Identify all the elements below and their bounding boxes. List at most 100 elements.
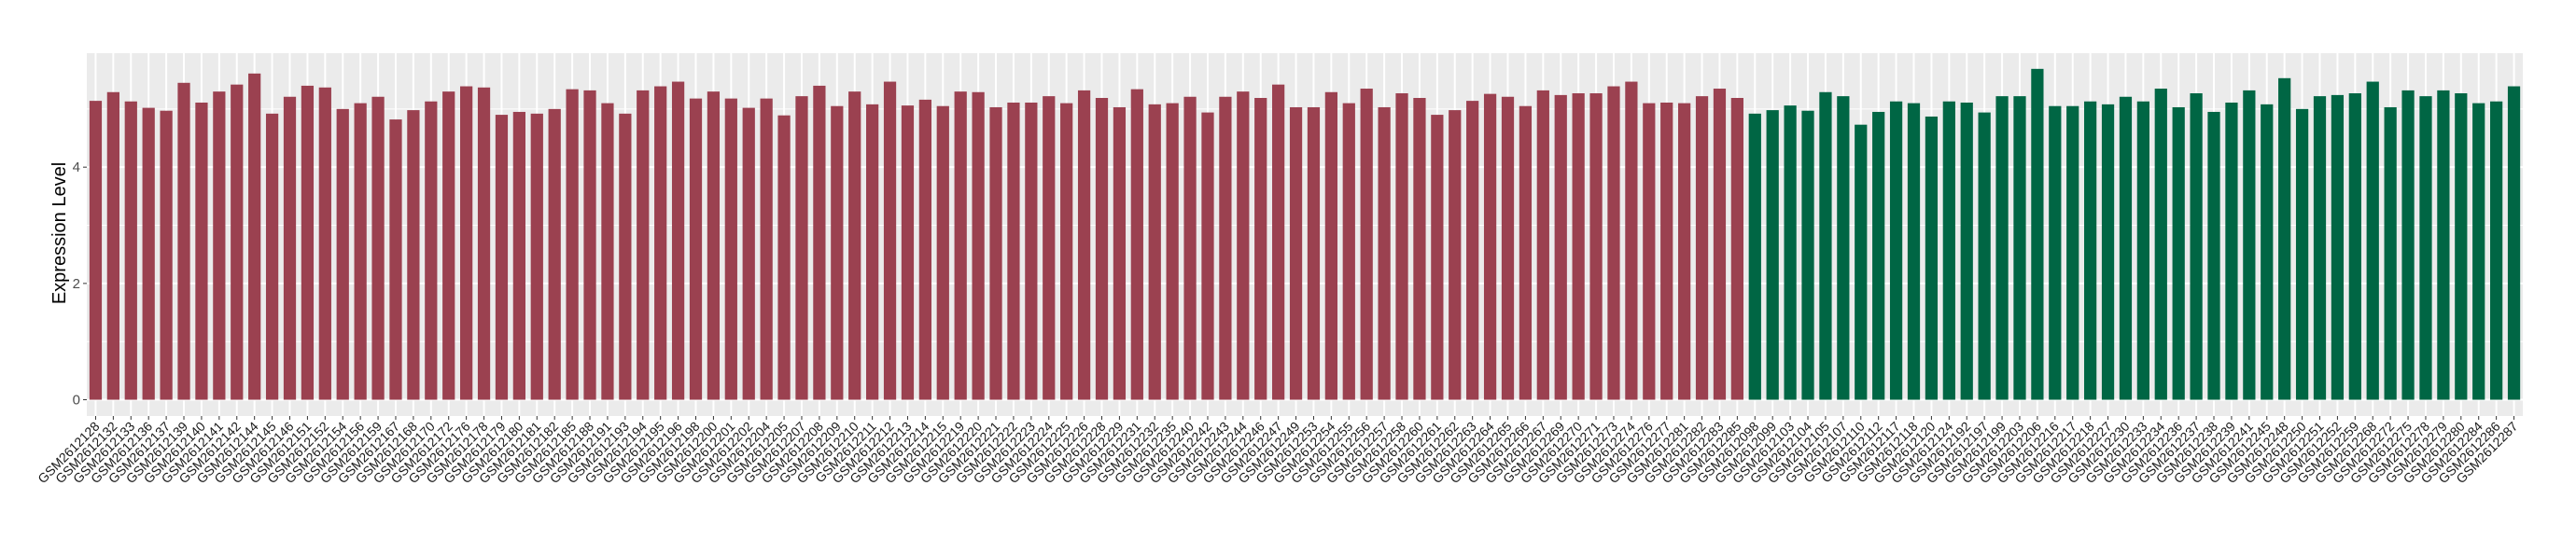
plot-panel [87, 53, 2523, 416]
bar [2172, 106, 2185, 400]
bar [2437, 90, 2450, 400]
bar [354, 103, 367, 400]
bar [1113, 106, 1127, 400]
bar [1342, 103, 1355, 400]
bar [1148, 104, 1161, 400]
bar [1183, 96, 1197, 400]
bar [2049, 105, 2062, 400]
bar [2207, 111, 2220, 400]
bar [442, 91, 455, 400]
bar [1995, 96, 2009, 400]
bar [1978, 112, 1991, 400]
bar [318, 87, 331, 400]
bar [619, 113, 632, 400]
bar [848, 91, 861, 400]
bar [1660, 102, 1673, 400]
bar [671, 81, 685, 400]
bar [477, 87, 491, 400]
bar [2119, 96, 2133, 400]
bar [583, 90, 596, 400]
bar [1942, 101, 1955, 400]
bar [1678, 103, 1691, 400]
bar [795, 96, 808, 400]
bar [265, 113, 279, 400]
bar [1130, 89, 1143, 400]
bar [1925, 116, 1939, 400]
bar [2013, 96, 2026, 400]
bar [1378, 106, 1391, 400]
bar [2490, 101, 2503, 400]
bar [336, 108, 349, 400]
bar [124, 101, 137, 400]
bar [1643, 103, 1656, 400]
bar [2401, 90, 2415, 400]
bar [989, 106, 1002, 400]
bar [1060, 103, 1073, 400]
bar [1025, 102, 1038, 400]
bar [89, 101, 103, 400]
bar [1748, 113, 1761, 400]
bar [1589, 93, 1603, 400]
bar [1872, 111, 1885, 400]
bar [1095, 98, 1109, 400]
bar [1889, 101, 1903, 400]
x-axis: GSM2612128GSM2612132GSM2612133GSM2612136… [35, 416, 2521, 486]
bar [2331, 94, 2345, 400]
y-axis-title: Expression Level [49, 162, 70, 304]
bar [2419, 96, 2432, 400]
bar [1519, 105, 1533, 400]
bar [1730, 98, 1743, 400]
bar [177, 82, 190, 400]
bar [1501, 96, 1515, 400]
bar [495, 115, 509, 400]
bar [1043, 96, 1056, 400]
bar [2066, 105, 2079, 400]
bar [283, 96, 297, 400]
bar [689, 98, 703, 400]
bar [2190, 93, 2203, 400]
bar [1855, 124, 1868, 400]
bar [1466, 101, 1479, 400]
bar [1907, 103, 1921, 400]
bar [195, 102, 208, 400]
bar [2101, 104, 2115, 400]
bar [1272, 84, 1285, 400]
bar [777, 115, 791, 400]
y-axis: 0 2 4 [73, 160, 87, 409]
bar [1413, 98, 1426, 400]
bar [1607, 86, 1620, 400]
bar [1784, 105, 1797, 400]
bar [2366, 81, 2379, 400]
bar [1554, 94, 1567, 400]
bar [566, 89, 579, 400]
bar [2136, 101, 2149, 400]
bar [106, 91, 119, 400]
bar [1201, 112, 1214, 400]
bar [1219, 96, 1232, 400]
bar [548, 108, 561, 400]
bar [1254, 98, 1267, 400]
bar [1572, 93, 1585, 400]
bar [637, 90, 650, 400]
bar [460, 86, 473, 400]
bar [918, 99, 931, 400]
bar [2348, 93, 2361, 400]
bar [1483, 93, 1497, 400]
bar [654, 86, 667, 400]
bar [936, 105, 949, 400]
y-tick-label: 4 [73, 160, 80, 175]
bar [2243, 90, 2256, 400]
bar [248, 73, 261, 400]
bar [1077, 90, 1091, 400]
bar [142, 107, 155, 400]
bar [883, 81, 897, 400]
bar [601, 103, 614, 400]
bar [1307, 106, 1321, 400]
bar [1837, 96, 1850, 400]
bar [2472, 103, 2485, 400]
bar [512, 111, 525, 400]
bar [954, 91, 967, 400]
bar [1960, 102, 1973, 400]
bar [1166, 103, 1179, 400]
bar [2261, 104, 2274, 400]
